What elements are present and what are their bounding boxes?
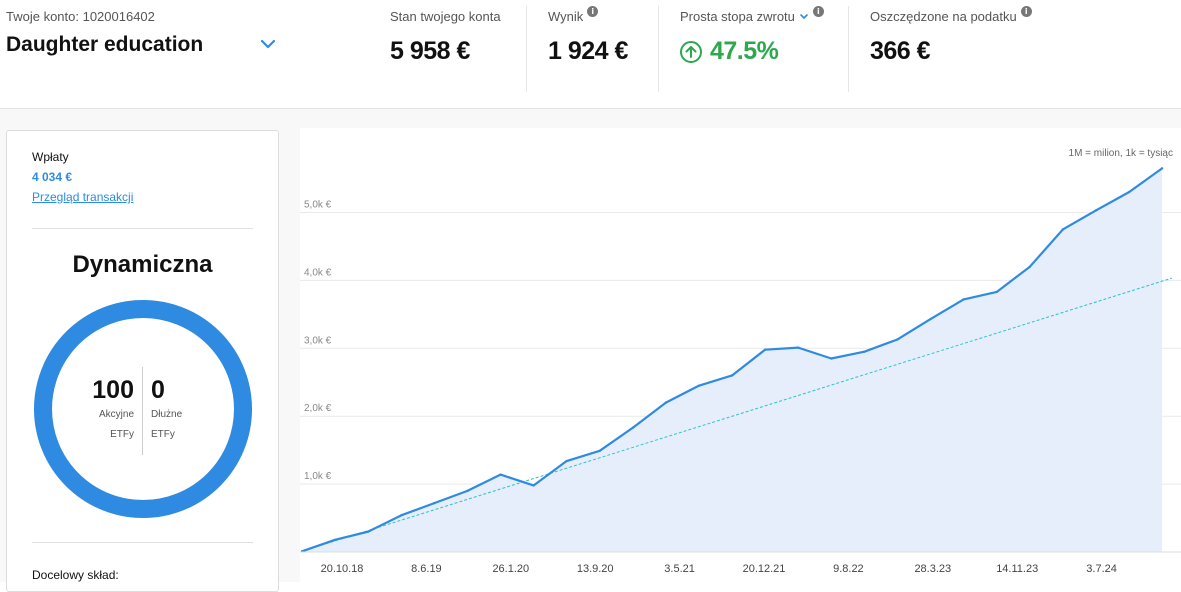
value-area bbox=[302, 168, 1163, 552]
data-point bbox=[565, 459, 568, 463]
x-tick-label: 3.5.21 bbox=[664, 563, 695, 575]
data-point bbox=[333, 538, 337, 541]
account-name[interactable]: Daughter education bbox=[6, 33, 204, 56]
divider bbox=[32, 542, 253, 543]
equity-arc bbox=[34, 300, 252, 518]
x-tick-label: 3.7.24 bbox=[1086, 563, 1117, 575]
bonds-label: Dłużne bbox=[151, 409, 183, 420]
bonds-sublabel: ETFy bbox=[151, 429, 175, 440]
x-tick-label: 26.1.20 bbox=[492, 563, 529, 575]
allocation-divider bbox=[142, 367, 143, 455]
divider bbox=[32, 228, 253, 229]
stat-divider bbox=[526, 6, 527, 92]
deposits-label: Wpłaty bbox=[32, 150, 69, 164]
data-point bbox=[863, 350, 866, 353]
account-number-label: Twoje konto: 1020016402 bbox=[6, 9, 155, 24]
x-tick-label: 14.11.23 bbox=[996, 563, 1038, 575]
y-tick-label: 4,0k € bbox=[304, 267, 332, 278]
balance-label: Stan twojego konta bbox=[390, 9, 501, 24]
stat-divider bbox=[848, 6, 849, 92]
data-point bbox=[1127, 190, 1131, 194]
x-tick-label: 28.3.23 bbox=[914, 563, 951, 575]
info-icon[interactable]: i bbox=[812, 6, 824, 17]
y-tick-label: 1,0k € bbox=[304, 471, 332, 482]
chevron-down-icon[interactable] bbox=[799, 12, 809, 22]
data-point bbox=[598, 449, 601, 453]
data-point bbox=[1160, 167, 1164, 170]
data-point bbox=[1061, 228, 1065, 231]
balance-stat: Stan twojego konta 5 958 € bbox=[390, 9, 501, 66]
info-icon[interactable]: i bbox=[587, 6, 599, 17]
data-point bbox=[995, 290, 998, 294]
data-point bbox=[499, 473, 502, 476]
target-composition-label: Docelowy skład: bbox=[32, 568, 119, 582]
data-point bbox=[962, 298, 965, 301]
data-point bbox=[796, 346, 800, 349]
bonds-allocation: 0 Dłużne ETFy bbox=[151, 376, 182, 445]
result-value: 1 924 € bbox=[548, 37, 628, 65]
data-point bbox=[532, 484, 535, 487]
equity-sublabel: ETFy bbox=[110, 429, 134, 440]
result-label: Wynik bbox=[548, 9, 584, 24]
return-value: 47.5% bbox=[710, 37, 779, 65]
result-stat: Wynik i 1 924 € bbox=[548, 6, 628, 66]
chevron-down-icon[interactable] bbox=[258, 34, 278, 54]
return-label: Prosta stopa zwrotu bbox=[680, 9, 795, 24]
equity-label: Akcyjne bbox=[98, 409, 134, 420]
arrow-up-circle-icon bbox=[680, 40, 702, 63]
y-tick-label: 2,0k € bbox=[304, 403, 332, 414]
stat-divider bbox=[658, 6, 659, 92]
info-icon[interactable]: i bbox=[1020, 6, 1032, 17]
chart-svg[interactable]: 1,0k € 2,0k € 3,0k € 4,0k € 5,0k € 20.10.18 8.… bbox=[300, 128, 1181, 582]
account-header: Twoje konto: 1020016402 Daughter educati… bbox=[0, 0, 1181, 109]
equity-value: 100 bbox=[92, 376, 134, 404]
x-tick-label: 8.6.19 bbox=[411, 563, 442, 575]
data-point bbox=[400, 514, 403, 517]
balance-value: 5 958 € bbox=[390, 37, 470, 65]
transactions-link[interactable]: Przegląd transakcji bbox=[32, 190, 134, 204]
data-point bbox=[1094, 209, 1098, 212]
data-point bbox=[896, 338, 899, 341]
strategy-name: Dynamiczna bbox=[72, 251, 213, 278]
data-point bbox=[366, 530, 370, 533]
return-stat: Prosta stopa zwrotu i 47.5% bbox=[680, 6, 824, 66]
tax-label: Oszczędzone na podatku bbox=[870, 9, 1017, 24]
equity-allocation: 100 Akcyjne ETFy bbox=[87, 376, 134, 445]
x-tick-label: 20.10.18 bbox=[321, 563, 364, 575]
y-tick-label: 5,0k € bbox=[304, 200, 332, 211]
portfolio-chart[interactable]: 1,0k € 2,0k € 3,0k € 4,0k € 5,0k € 20.10.18 8.… bbox=[300, 128, 1181, 582]
data-point bbox=[763, 348, 767, 351]
data-point bbox=[830, 357, 833, 360]
data-point bbox=[631, 426, 634, 429]
data-point bbox=[730, 374, 734, 377]
data-point bbox=[929, 317, 932, 321]
tax-value: 366 € bbox=[870, 37, 931, 65]
x-tick-label: 9.8.22 bbox=[833, 563, 864, 575]
chart-unit-note: 1M = milion, 1k = tysiąc bbox=[1068, 148, 1173, 159]
data-point bbox=[664, 401, 668, 404]
tax-stat: Oszczędzone na podatku i 366 € bbox=[870, 6, 1032, 66]
y-tick-label: 3,0k € bbox=[304, 335, 332, 346]
deposits-value: 4 034 € bbox=[32, 170, 73, 184]
deposits-line bbox=[301, 277, 1173, 552]
data-point bbox=[1028, 265, 1031, 269]
allocation-donut bbox=[34, 300, 252, 518]
portfolio-card: Wpłaty 4 034 € Przegląd transakcji Dynam… bbox=[6, 130, 279, 592]
x-tick-label: 13.9.20 bbox=[577, 563, 614, 575]
bonds-value: 0 bbox=[151, 376, 165, 404]
data-point bbox=[466, 489, 469, 493]
data-point bbox=[433, 501, 436, 505]
data-point bbox=[697, 384, 701, 387]
x-tick-label: 20.12.21 bbox=[743, 563, 786, 575]
